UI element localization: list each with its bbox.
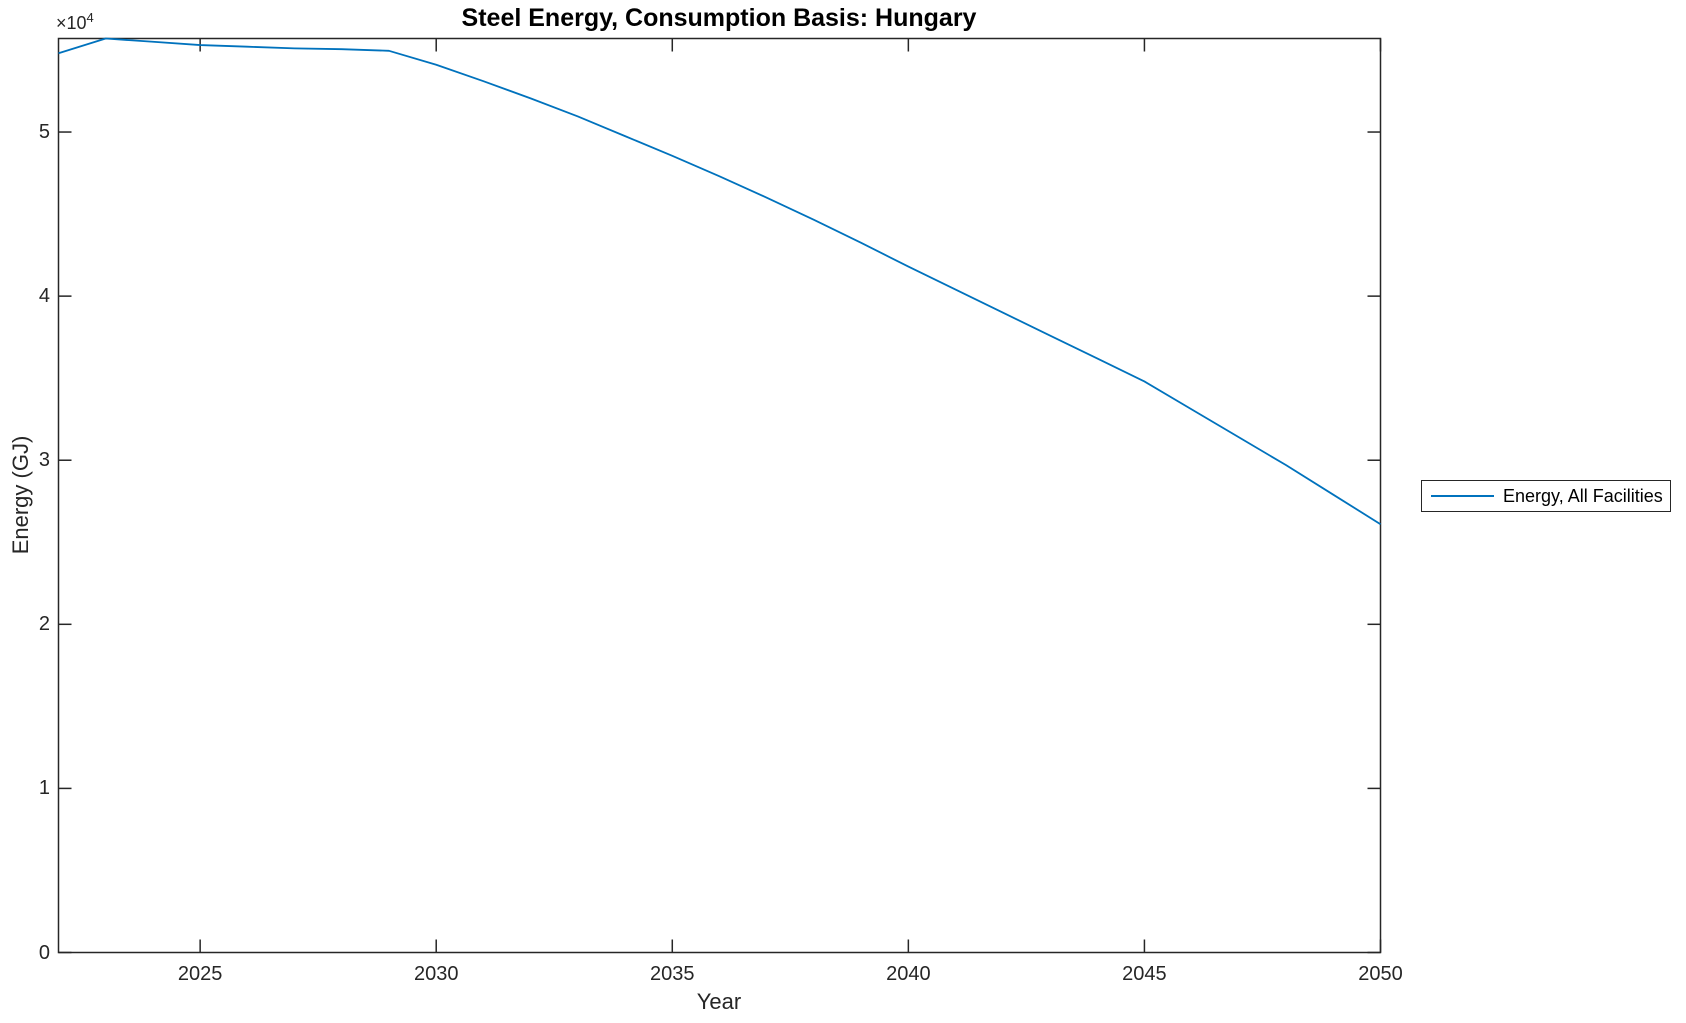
legend[interactable]: Energy, All Facilities [1421,480,1671,512]
y-tick-label: 5 [38,121,50,144]
y-tick-label: 3 [38,449,50,472]
y-axis-exponent-power: 4 [86,10,94,25]
legend-line-sample-icon [1431,495,1494,497]
x-tick-label: 2050 [1358,963,1403,985]
x-axis-label: Year [696,989,742,1014]
y-axis-exponent-base: ×10 [56,13,87,33]
y-tick-label: 4 [38,285,50,308]
y-tick-label: 2 [38,613,50,636]
axes-box [57,37,1382,954]
y-axis-exponent-label: ×104 [56,10,94,34]
series-line [58,37,1381,525]
x-tick-label: 2035 [650,963,695,985]
x-tick-label: 2045 [1122,963,1167,985]
x-tick-label: 2025 [177,963,223,985]
x-tick-label: 2030 [413,963,459,985]
y-axis-label: Energy (GJ) [8,435,33,555]
chart-title: Steel Energy, Consumption Basis: Hungary [461,4,977,32]
y-tick-label: 0 [38,941,50,964]
x-tick-label: 2040 [886,963,931,985]
legend-entry-label: Energy, All Facilities [1503,485,1663,506]
y-tick-label: 1 [38,777,50,800]
